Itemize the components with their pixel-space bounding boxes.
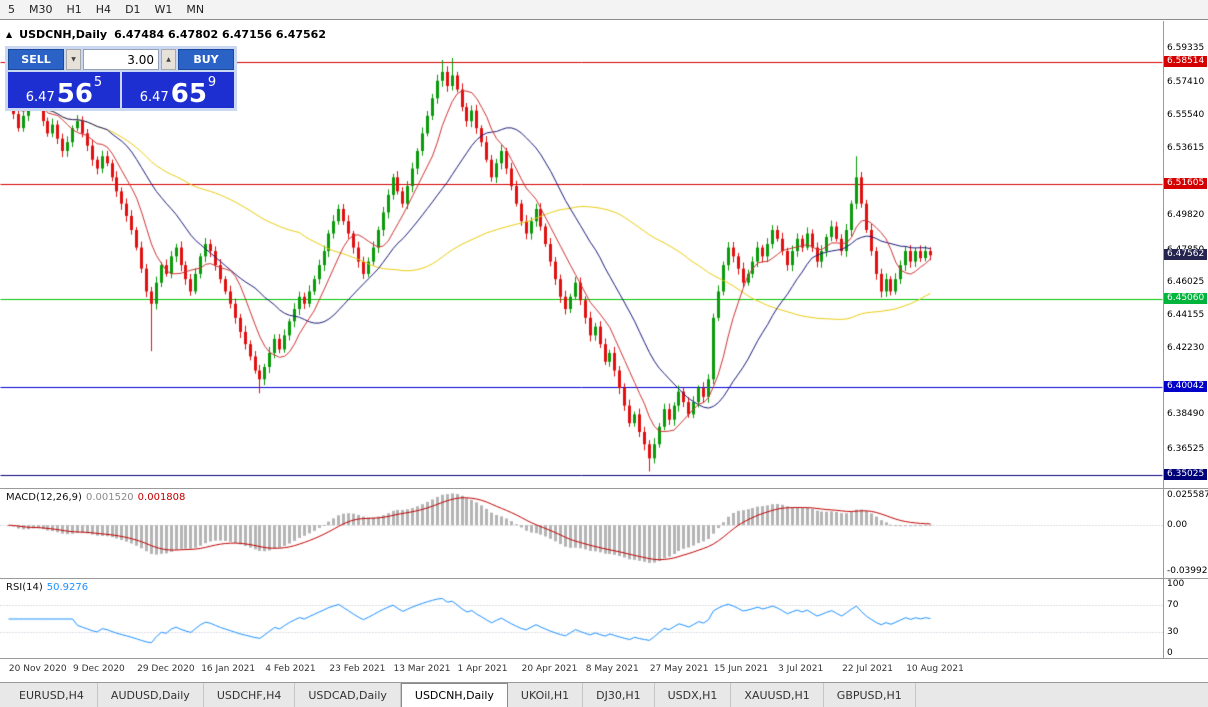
trade-prices-row: 6.47 56 5 6.47 65 9 bbox=[8, 72, 234, 108]
chart-ohlc-values: 6.47484 6.47802 6.47156 6.47562 bbox=[114, 28, 326, 41]
price-tag: 6.45060 bbox=[1164, 292, 1208, 304]
timeframe-button-D1[interactable]: D1 bbox=[125, 3, 141, 16]
price-axis-label: 6.53615 bbox=[1167, 143, 1205, 154]
buy-button[interactable]: BUY bbox=[178, 49, 234, 70]
trade-controls-row: SELL ▼ ▲ BUY bbox=[8, 49, 234, 70]
date-axis-label: 10 Aug 2021 bbox=[906, 664, 964, 674]
price-axis-label: 6.55540 bbox=[1167, 109, 1205, 120]
timeframe-toolbar: 5 M30 H1 H4 D1 W1 MN bbox=[0, 0, 1208, 20]
chart-tab-AUDUSDDaily[interactable]: AUDUSD,Daily bbox=[98, 683, 204, 707]
price-axis-label: 6.44155 bbox=[1167, 309, 1205, 320]
date-axis-label: 23 Feb 2021 bbox=[329, 664, 386, 674]
chart-symbol-title: USDCNH,Daily bbox=[19, 28, 108, 41]
sell-price-button[interactable]: 6.47 56 5 bbox=[8, 72, 120, 108]
chart-header: ▲ USDCNH,Daily 6.47484 6.47802 6.47156 6… bbox=[6, 28, 326, 41]
chart-tab-GBPUSDH1[interactable]: GBPUSD,H1 bbox=[824, 683, 916, 707]
chart-tabs-bar: EURUSD,H4 AUDUSD,Daily USDCHF,H4 USDCAD,Dai… bbox=[0, 682, 1208, 707]
buy-price-prefix: 6.47 bbox=[139, 89, 169, 105]
rsi-value: 50.9276 bbox=[46, 582, 89, 593]
date-axis-label: 8 May 2021 bbox=[585, 664, 639, 674]
date-axis-label: 9 Dec 2020 bbox=[73, 664, 125, 674]
timeframe-button-H1[interactable]: H1 bbox=[66, 3, 82, 16]
sell-price-prefix: 6.47 bbox=[25, 89, 55, 105]
rsi-canvas[interactable] bbox=[0, 579, 1163, 658]
buy-price-superscript: 9 bbox=[207, 75, 217, 90]
macd-panel-divider[interactable] bbox=[0, 488, 1208, 489]
sell-price-big-digits: 56 bbox=[56, 78, 93, 109]
buy-price-big-digits: 65 bbox=[170, 78, 207, 109]
date-axis-label: 20 Apr 2021 bbox=[521, 664, 578, 674]
price-axis-label: 6.46025 bbox=[1167, 276, 1205, 287]
price-tag: 6.40042 bbox=[1164, 380, 1208, 392]
rsi-axis-label: 0 bbox=[1167, 648, 1173, 658]
date-axis-label: 1 Apr 2021 bbox=[457, 664, 508, 674]
date-axis-label: 3 Jul 2021 bbox=[778, 664, 824, 674]
price-tag: 6.58514 bbox=[1164, 56, 1208, 68]
sell-price-superscript: 5 bbox=[93, 75, 103, 90]
price-tag: 6.35025 bbox=[1164, 468, 1208, 480]
date-axis-label: 15 Jun 2021 bbox=[713, 664, 769, 674]
rsi-axis-label: 70 bbox=[1167, 599, 1179, 610]
volume-input[interactable] bbox=[83, 49, 159, 70]
date-axis-divider bbox=[0, 658, 1208, 659]
macd-signal-value: 0.001808 bbox=[137, 492, 186, 503]
buy-price-button[interactable]: 6.47 65 9 bbox=[122, 72, 234, 108]
chart-marker-icon: ▲ bbox=[6, 29, 13, 39]
timeframe-button-MN[interactable]: MN bbox=[186, 3, 205, 16]
macd-canvas[interactable] bbox=[0, 489, 1163, 577]
price-axis-label: 6.49820 bbox=[1167, 210, 1205, 221]
chart-window[interactable]: ▲ USDCNH,Daily 6.47484 6.47802 6.47156 6… bbox=[0, 21, 1208, 682]
date-axis-label: 4 Feb 2021 bbox=[265, 664, 316, 674]
chart-tab-USDCNHDaily[interactable]: USDCNH,Daily bbox=[400, 683, 508, 707]
chart-tab-XAUUSDH1[interactable]: XAUUSD,H1 bbox=[731, 683, 824, 707]
date-axis: 20 Nov 2020 9 Dec 2020 29 Dec 2020 16 Jan 2… bbox=[0, 661, 1163, 681]
macd-axis-label: -0.039928 bbox=[1167, 566, 1208, 576]
chart-tab-USDCADDaily[interactable]: USDCAD,Daily bbox=[295, 683, 401, 707]
date-axis-label: 29 Dec 2020 bbox=[137, 664, 195, 674]
timeframe-button-W1[interactable]: W1 bbox=[154, 3, 173, 16]
chart-tab-USDXH1[interactable]: USDX,H1 bbox=[655, 683, 732, 707]
macd-axis-label: 0.00 bbox=[1167, 519, 1188, 530]
sell-button[interactable]: SELL bbox=[8, 49, 64, 70]
chart-tab-USDCHFH4[interactable]: USDCHF,H4 bbox=[204, 683, 296, 707]
macd-axis-label: 0.025587 bbox=[1167, 490, 1208, 500]
price-axis-label: 6.36525 bbox=[1167, 443, 1205, 454]
rsi-axis-label: 100 bbox=[1167, 579, 1185, 589]
price-axis-separator bbox=[1163, 21, 1164, 658]
date-axis-label: 13 Mar 2021 bbox=[393, 664, 451, 674]
macd-indicator-label: MACD(12,26,9) 0.001520 0.001808 bbox=[6, 492, 185, 503]
rsi-axis-label: 30 bbox=[1167, 627, 1179, 638]
rsi-name: RSI(14) bbox=[6, 582, 43, 593]
date-axis-label: 20 Nov 2020 bbox=[8, 664, 67, 674]
chart-tab-EURUSDH4[interactable]: EURUSD,H4 bbox=[6, 683, 98, 707]
price-axis-label: 6.59335 bbox=[1167, 42, 1205, 53]
price-axis-label: 6.38490 bbox=[1167, 409, 1205, 420]
one-click-trading-panel: SELL ▼ ▲ BUY 6.47 56 5 6.47 65 9 bbox=[5, 46, 237, 111]
chart-tab-UKOilH1[interactable]: UKOil,H1 bbox=[508, 683, 584, 707]
rsi-indicator-label: RSI(14) 50.9276 bbox=[6, 582, 88, 593]
macd-main-value: 0.001520 bbox=[85, 492, 134, 503]
date-axis-label: 16 Jan 2021 bbox=[201, 664, 256, 674]
price-axis-label: 6.57410 bbox=[1167, 76, 1205, 87]
volume-increment-button[interactable]: ▲ bbox=[161, 49, 176, 70]
timeframe-button-H4[interactable]: H4 bbox=[95, 3, 112, 16]
rsi-panel-divider[interactable] bbox=[0, 578, 1208, 579]
timeframe-button-5[interactable]: 5 bbox=[8, 3, 15, 16]
price-tag: 6.47562 bbox=[1164, 248, 1208, 260]
timeframe-button-M30[interactable]: M30 bbox=[29, 3, 53, 16]
price-axis-label: 6.42230 bbox=[1167, 343, 1205, 354]
chart-tab-DJ30H1[interactable]: DJ30,H1 bbox=[583, 683, 655, 707]
price-tag: 6.51605 bbox=[1164, 177, 1208, 189]
date-axis-label: 27 May 2021 bbox=[649, 664, 709, 674]
macd-name: MACD(12,26,9) bbox=[6, 492, 82, 503]
volume-decrement-button[interactable]: ▼ bbox=[66, 49, 81, 70]
date-axis-label: 22 Jul 2021 bbox=[842, 664, 894, 674]
